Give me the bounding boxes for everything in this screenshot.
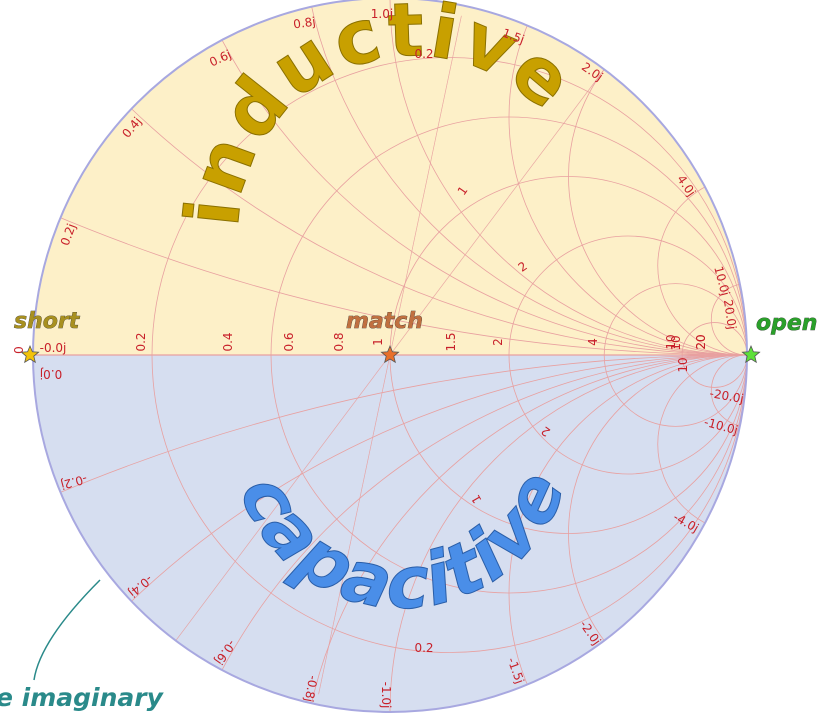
reactance-tick-label: -0.0j bbox=[40, 341, 67, 355]
capacitive-region bbox=[0, 355, 834, 715]
axis-tick-label: 0.2 bbox=[134, 332, 148, 351]
open-label: open bbox=[756, 311, 817, 336]
reactance-tick-label: 1.0j bbox=[371, 7, 393, 21]
match-label: match bbox=[346, 309, 423, 334]
resistance-tick-label: 0.2 bbox=[414, 641, 433, 655]
axis-tick-label: 20 bbox=[694, 334, 708, 349]
axis-tick-label: 1.5 bbox=[444, 332, 458, 351]
axis-tick-label: 2 bbox=[491, 338, 505, 346]
axis-tick-label: 1 bbox=[371, 338, 385, 346]
resistance-tick-label: 0.2 bbox=[414, 47, 433, 61]
short-label: short bbox=[14, 309, 81, 334]
reactance-tick-label: -1.0j bbox=[379, 682, 393, 709]
caption-pointer bbox=[34, 580, 100, 680]
bottom-caption: e imaginary bbox=[0, 683, 165, 712]
axis-tick-label: 0.8 bbox=[332, 332, 346, 351]
axis-tick-label: 0.6 bbox=[282, 332, 296, 351]
reactance-tick-label: 0.0j bbox=[40, 367, 62, 381]
axis-tick-label: 0.4 bbox=[221, 332, 235, 351]
axis-tick-label: 4 bbox=[586, 338, 600, 346]
axis-tick-label: 10 bbox=[676, 357, 690, 372]
axis-tick-label: 10 bbox=[669, 335, 683, 350]
